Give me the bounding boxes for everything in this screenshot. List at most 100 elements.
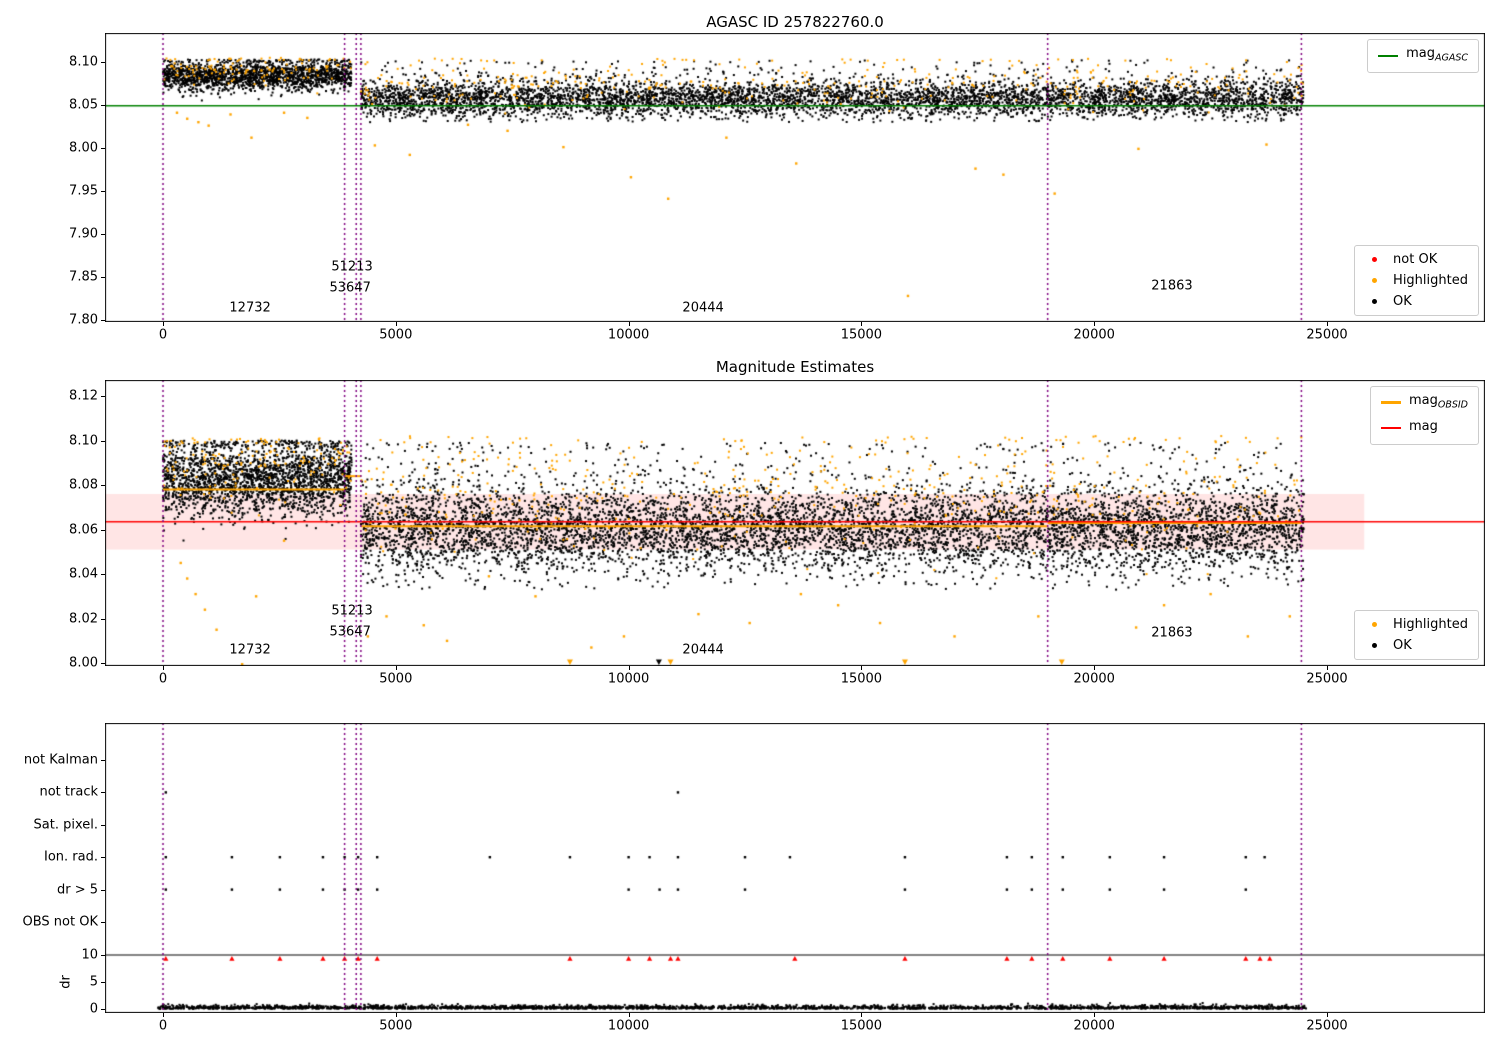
dr-tick-label: 0 — [89, 1001, 98, 1017]
category-label: not Kalman — [23, 752, 98, 768]
bottom-plot-area — [105, 723, 1485, 1013]
middle-plot-title: Magnitude Estimates — [715, 358, 875, 376]
legend-label-sub: OBSID — [1437, 399, 1468, 411]
x-tick-label: 20000 — [1073, 671, 1115, 687]
legend-entry-ok: OK — [1365, 637, 1468, 654]
legend-entry-highlighted: Highlighted — [1365, 616, 1468, 633]
dr-tick-label: 10 — [81, 947, 98, 963]
mag-agasc-line-swatch — [1378, 54, 1399, 57]
category-label: Sat. pixel. — [33, 817, 98, 833]
y-tick-label: 8.04 — [69, 566, 98, 582]
y-tick-mark — [101, 320, 105, 322]
x-tick-mark — [628, 322, 630, 326]
x-tick-label: 25000 — [1306, 671, 1348, 687]
mag-obsid-line-swatch — [1380, 401, 1401, 405]
y-tick-mark — [101, 760, 105, 761]
category-label: not track — [39, 784, 98, 800]
legend-label-main: mag — [1408, 393, 1438, 408]
y-tick-label: 8.00 — [69, 140, 98, 156]
x-tick-mark — [1327, 1013, 1329, 1017]
dr-tick-label: 5 — [89, 974, 98, 990]
obsid-annotation: 53647 — [329, 624, 371, 640]
x-tick-label: 25000 — [1306, 327, 1348, 343]
x-tick-label: 10000 — [607, 327, 650, 343]
x-tick-mark — [1327, 322, 1329, 326]
y-tick-mark — [101, 234, 105, 235]
legend-entry-ok: OK — [1365, 293, 1468, 310]
x-tick-label: 0 — [158, 1018, 168, 1034]
x-tick-mark — [395, 322, 397, 326]
category-label: dr > 5 — [56, 882, 98, 898]
legend-label-sub: AGASC — [1434, 52, 1468, 64]
obsid-annotation: 53647 — [329, 280, 371, 296]
ok-label: OK — [1393, 294, 1412, 309]
bottom-plot-canvas — [105, 723, 1485, 1013]
y-tick-label: 8.10 — [69, 54, 98, 70]
x-tick-mark — [628, 666, 630, 670]
x-tick-mark — [1094, 1013, 1096, 1017]
x-tick-label: 15000 — [840, 671, 883, 687]
x-tick-label: 5000 — [379, 1018, 413, 1034]
y-tick-mark — [101, 191, 105, 192]
x-tick-mark — [395, 1013, 397, 1017]
y-tick-mark — [101, 147, 105, 149]
obsid-annotation: 21863 — [1151, 278, 1193, 294]
obsid-annotation: 51213 — [331, 603, 373, 619]
x-tick-mark — [1094, 322, 1096, 326]
highlighted-label: Highlighted — [1393, 617, 1468, 632]
y-tick-mark — [101, 1009, 105, 1010]
y-tick-label: 7.90 — [69, 226, 98, 242]
ok-dot-swatch — [1372, 299, 1378, 304]
x-tick-mark — [395, 666, 397, 670]
y-tick-mark — [101, 982, 105, 983]
y-tick-mark — [101, 889, 105, 891]
y-tick-mark — [101, 618, 105, 620]
y-tick-mark — [101, 61, 105, 63]
y-tick-label: 8.08 — [69, 477, 98, 493]
top-plot-line-legend: magAGASC — [1367, 39, 1479, 73]
mag-line-swatch — [1380, 427, 1401, 430]
x-tick-mark — [1327, 666, 1329, 670]
x-tick-label: 10000 — [607, 671, 650, 687]
x-tick-mark — [163, 322, 164, 326]
obsid-annotation: 20444 — [682, 300, 724, 316]
not-ok-dot-swatch — [1372, 257, 1378, 262]
x-tick-label: 0 — [158, 671, 168, 687]
highlighted-dot-swatch — [1372, 622, 1378, 627]
y-tick-mark — [101, 824, 105, 826]
x-tick-mark — [861, 322, 863, 326]
middle-plot-canvas — [105, 380, 1485, 666]
x-tick-label: 15000 — [840, 327, 883, 343]
obsid-annotation: 12732 — [229, 642, 271, 658]
y-tick-mark — [101, 922, 105, 923]
x-tick-label: 25000 — [1306, 1018, 1348, 1034]
top-plot-title: AGASC ID 257822760.0 — [706, 13, 884, 31]
middle-plot-marker-legend: Highlighted OK — [1354, 610, 1479, 660]
x-tick-mark — [163, 1013, 164, 1017]
highlighted-label: Highlighted — [1393, 273, 1468, 288]
top-plot-marker-legend: not OK Highlighted OK — [1354, 245, 1479, 316]
y-tick-mark — [101, 104, 105, 106]
legend-entry-mag: mag — [1380, 418, 1468, 440]
y-tick-label: 8.10 — [69, 433, 98, 449]
y-tick-label: 8.00 — [69, 655, 98, 671]
x-tick-label: 20000 — [1073, 1018, 1115, 1034]
x-tick-mark — [861, 666, 863, 670]
x-tick-label: 5000 — [379, 327, 413, 343]
middle-plot-area: magOBSID mag Highlighted OK — [105, 380, 1485, 666]
top-plot-area: magAGASC not OK Highlighted OK — [105, 33, 1485, 322]
legend-entry-mag-agasc: magAGASC — [1378, 45, 1468, 67]
top-plot-canvas — [105, 33, 1485, 322]
y-tick-mark — [101, 857, 105, 859]
y-tick-label: 7.80 — [69, 312, 98, 328]
not-ok-label: not OK — [1393, 252, 1438, 267]
middle-plot-line-legend: magOBSID mag — [1369, 386, 1479, 446]
y-tick-label: 8.06 — [69, 522, 98, 538]
y-tick-mark — [101, 485, 105, 487]
y-tick-label: 8.05 — [69, 97, 98, 113]
category-label: Ion. rad. — [44, 849, 98, 865]
legend-entry-mag-obsid: magOBSID — [1380, 392, 1468, 414]
x-tick-label: 10000 — [607, 1018, 650, 1034]
highlighted-dot-swatch — [1372, 278, 1378, 283]
